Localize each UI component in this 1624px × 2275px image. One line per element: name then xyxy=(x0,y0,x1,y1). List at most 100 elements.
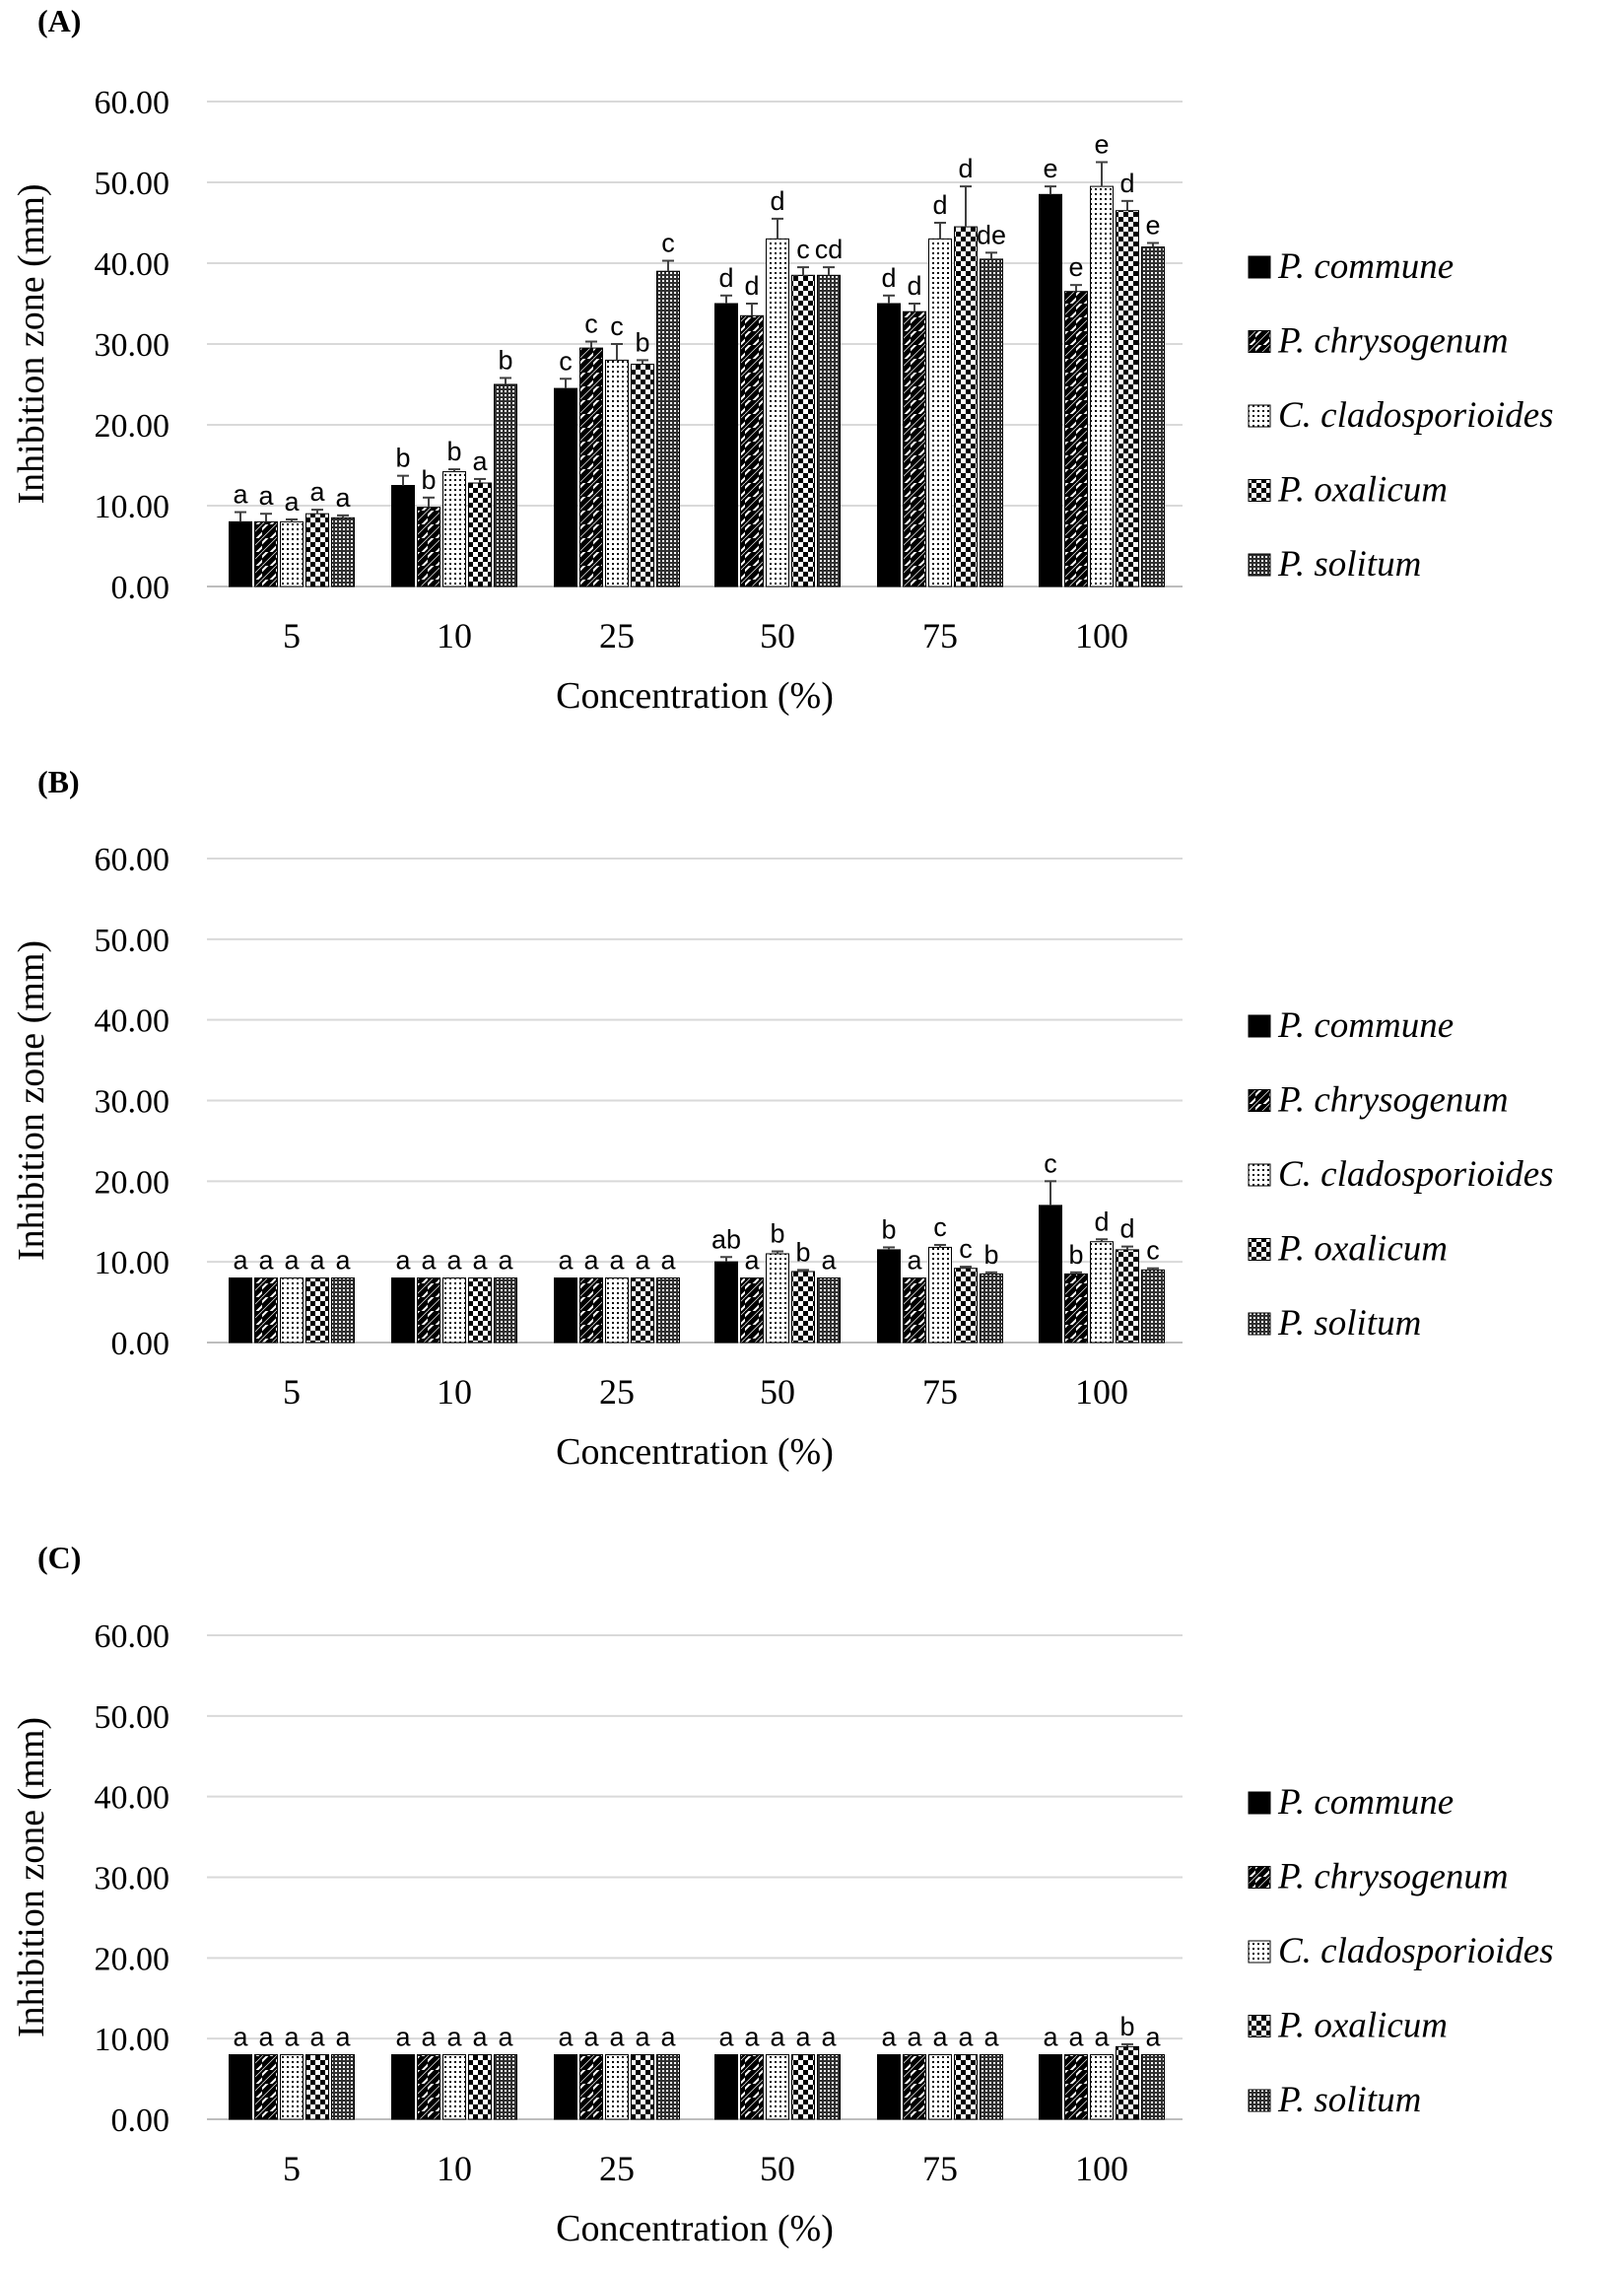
y-tick-label: 50.00 xyxy=(95,1699,170,1736)
bar xyxy=(229,520,252,587)
legend-entry: P. chrysogenum xyxy=(1277,321,1509,362)
bar xyxy=(791,274,815,587)
bar xyxy=(766,2054,789,2120)
significance-label: e xyxy=(1068,252,1083,282)
significance-label: a xyxy=(821,2023,837,2052)
significance-label: b xyxy=(1068,1240,1083,1270)
legend-entry: P. oxalicum xyxy=(1277,470,1448,511)
significance-label: a xyxy=(233,2023,248,2052)
bar xyxy=(468,2054,492,2120)
significance-label: a xyxy=(635,1246,650,1275)
bar xyxy=(331,517,355,587)
significance-label: a xyxy=(335,2023,351,2052)
x-tick-label: 100 xyxy=(1075,616,1128,655)
significance-label: d xyxy=(907,271,921,301)
y-tick-label: 40.00 xyxy=(95,1003,170,1040)
bar xyxy=(1064,291,1088,587)
bar xyxy=(631,2054,654,2120)
bar xyxy=(903,310,926,587)
bar xyxy=(1039,1205,1062,1344)
panel-label: (A) xyxy=(37,3,81,38)
significance-label: a xyxy=(421,2023,437,2052)
bar xyxy=(877,303,901,587)
chart-panel-a: (A) 0.00 10.00 20.00 30.00 40.00 50.00 60.00 Inh… xyxy=(11,3,1554,717)
significance-label: a xyxy=(1043,2023,1058,2052)
y-tick-label: 10.00 xyxy=(95,1245,170,1281)
significance-label: b xyxy=(983,1240,998,1270)
significance-label: a xyxy=(1145,2023,1161,2052)
legend-entry: C. cladosporioides xyxy=(1278,1154,1554,1195)
bar xyxy=(254,1277,278,1344)
significance-label: a xyxy=(446,2023,462,2052)
bar xyxy=(656,270,680,587)
significance-label: a xyxy=(583,2023,599,2052)
bar xyxy=(605,1277,629,1344)
x-tick-label: 25 xyxy=(599,1372,635,1412)
y-axis-title: Inhibition zone (mm) xyxy=(11,1717,52,2037)
bar xyxy=(1116,2045,1139,2120)
x-tick-label: 5 xyxy=(283,2149,301,2188)
bar xyxy=(605,359,629,587)
x-axis-title: Concentration (%) xyxy=(556,675,834,717)
significance-label: c xyxy=(959,1234,973,1264)
bar xyxy=(391,485,415,587)
bar xyxy=(980,2054,1003,2120)
x-axis-title: Concentration (%) xyxy=(556,2208,834,2249)
significance-label: a xyxy=(583,1246,599,1275)
significance-label: c xyxy=(584,310,598,339)
bar xyxy=(1116,210,1139,587)
legend-entry: C. cladosporioides xyxy=(1278,395,1554,436)
significance-label: a xyxy=(335,483,351,513)
bar xyxy=(631,1277,654,1344)
bar xyxy=(417,2054,440,2120)
bar xyxy=(1090,1241,1114,1344)
bar xyxy=(817,1277,841,1344)
bar xyxy=(954,226,978,587)
x-tick-label: 10 xyxy=(437,616,472,655)
y-tick-label: 10.00 xyxy=(95,2022,170,2058)
bar xyxy=(391,2054,415,2120)
legend-swatch xyxy=(1248,2089,1271,2112)
significance-label: b xyxy=(446,437,461,466)
significance-label: b xyxy=(1119,2012,1134,2041)
y-tick-label: 0.00 xyxy=(111,570,170,606)
significance-label: a xyxy=(1068,2023,1084,2052)
significance-label: a xyxy=(395,1246,411,1275)
significance-label: d xyxy=(770,186,784,216)
significance-label: a xyxy=(309,477,325,507)
bar xyxy=(877,1249,901,1344)
legend-swatch xyxy=(1248,553,1271,577)
legend-entry: C. cladosporioides xyxy=(1278,1931,1554,1971)
bar xyxy=(1039,193,1062,587)
bar xyxy=(579,2054,603,2120)
legend-swatch xyxy=(1248,1866,1271,1889)
y-tick-label: 20.00 xyxy=(95,1164,170,1201)
bar xyxy=(903,2054,926,2120)
legend-entry: P. commune xyxy=(1277,1782,1454,1823)
significance-label: cd xyxy=(815,235,844,264)
legend-swatch xyxy=(1248,479,1271,502)
x-tick-label: 75 xyxy=(922,1372,958,1412)
legend-swatch xyxy=(1248,1940,1271,1964)
significance-label: a xyxy=(558,2023,574,2052)
bar xyxy=(229,1277,252,1344)
significance-label: b xyxy=(395,444,410,473)
significance-label: a xyxy=(498,1246,513,1275)
chart-panel-c: (C) 0.00 10.00 20.00 30.00 40.00 50.00 60.00 Inh… xyxy=(11,1540,1554,2249)
significance-label: a xyxy=(770,2023,785,2052)
bar xyxy=(1064,2054,1088,2120)
bar xyxy=(254,2054,278,2120)
legend-swatch xyxy=(1248,1089,1271,1112)
x-tick-label: 100 xyxy=(1075,2149,1128,2188)
bar xyxy=(954,1268,978,1344)
bar xyxy=(442,1277,466,1344)
significance-label: d xyxy=(718,263,733,293)
bar xyxy=(714,303,738,587)
significance-label: b xyxy=(770,1219,784,1249)
bar xyxy=(877,2054,901,2120)
y-axis-title: Inhibition zone (mm) xyxy=(11,183,52,504)
bar xyxy=(305,2054,329,2120)
legend-swatch xyxy=(1248,1312,1271,1336)
bar xyxy=(928,238,952,587)
significance-label: c xyxy=(933,1212,947,1242)
